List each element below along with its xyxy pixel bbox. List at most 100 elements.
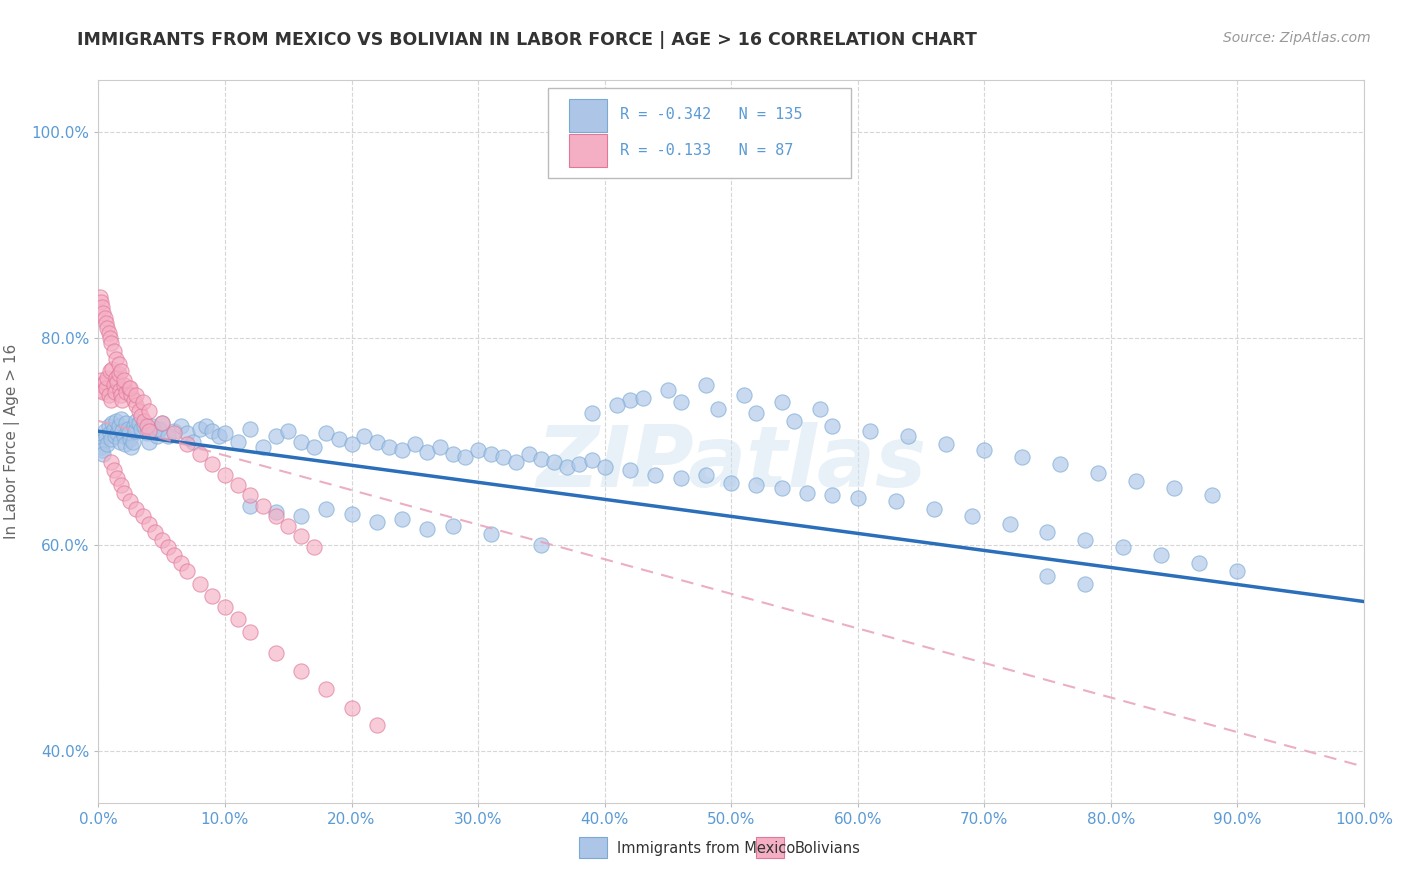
Point: [122, 393, 145, 408]
Point: [973, 442, 995, 457]
Point: [132, 395, 155, 409]
Point: [1036, 568, 1059, 582]
Point: [91, 301, 114, 315]
Point: [105, 351, 128, 366]
Point: [163, 424, 186, 438]
Point: [555, 460, 578, 475]
Point: [94, 429, 117, 443]
Point: [201, 457, 224, 471]
Point: [1125, 474, 1147, 488]
Point: [157, 540, 180, 554]
Point: [107, 426, 129, 441]
Point: [138, 517, 160, 532]
Point: [378, 440, 401, 454]
Point: [416, 522, 439, 536]
Point: [188, 422, 211, 436]
Point: [98, 364, 121, 378]
Text: IMMIGRANTS FROM MEXICO VS BOLIVIAN IN LABOR FORCE | AGE > 16 CORRELATION CHART: IMMIGRANTS FROM MEXICO VS BOLIVIAN IN LA…: [77, 31, 977, 49]
Point: [1011, 450, 1033, 464]
Point: [1226, 564, 1249, 578]
Point: [264, 505, 287, 519]
Point: [644, 467, 666, 482]
Point: [91, 442, 114, 457]
Point: [104, 384, 127, 399]
Point: [391, 442, 413, 457]
Point: [163, 548, 186, 562]
Point: [124, 424, 146, 438]
Point: [530, 538, 553, 552]
Point: [118, 426, 141, 441]
Point: [122, 419, 145, 434]
Point: [226, 434, 249, 449]
Point: [150, 416, 173, 430]
Point: [194, 419, 218, 434]
Point: [112, 486, 135, 500]
Point: [239, 422, 262, 436]
Point: [110, 412, 132, 426]
Point: [120, 388, 142, 402]
Point: [93, 384, 115, 399]
Point: [90, 295, 112, 310]
Point: [131, 422, 153, 436]
Point: [707, 401, 730, 416]
Point: [111, 424, 134, 438]
Point: [1163, 481, 1185, 495]
Point: [669, 395, 692, 409]
Point: [125, 398, 148, 412]
Text: R = -0.342   N = 135: R = -0.342 N = 135: [620, 107, 803, 122]
Point: [98, 331, 121, 345]
Point: [252, 440, 274, 454]
Point: [479, 527, 502, 541]
Point: [125, 388, 148, 402]
Point: [90, 373, 112, 387]
Point: [606, 398, 628, 412]
Point: [1074, 533, 1097, 547]
Point: [141, 419, 163, 434]
Point: [695, 467, 717, 482]
Point: [315, 426, 337, 441]
Point: [120, 381, 141, 395]
Point: [108, 383, 131, 397]
Point: [214, 426, 236, 441]
Point: [132, 414, 155, 428]
Point: [107, 471, 129, 485]
Point: [315, 682, 337, 697]
Point: [110, 478, 132, 492]
Point: [138, 434, 160, 449]
Point: [859, 424, 882, 438]
Point: [214, 599, 236, 614]
Point: [733, 388, 755, 402]
Point: [188, 577, 211, 591]
Point: [150, 533, 173, 547]
Point: [745, 478, 768, 492]
Point: [467, 442, 489, 457]
Point: [183, 434, 205, 449]
Point: [1188, 557, 1211, 571]
Point: [416, 445, 439, 459]
Point: [143, 424, 166, 438]
Point: [169, 557, 191, 571]
Point: [808, 401, 831, 416]
Point: [148, 422, 170, 436]
Point: [441, 519, 464, 533]
Point: [214, 467, 236, 482]
Point: [103, 422, 125, 436]
Point: [264, 508, 287, 523]
Point: [169, 419, 191, 434]
Point: [131, 409, 153, 423]
Point: [1036, 525, 1059, 540]
Point: [120, 433, 141, 447]
Point: [97, 419, 120, 434]
Point: [505, 455, 527, 469]
Point: [619, 393, 641, 408]
Point: [125, 501, 148, 516]
Point: [125, 414, 148, 428]
Point: [619, 463, 641, 477]
Point: [998, 517, 1021, 532]
Point: [517, 447, 540, 461]
Point: [100, 393, 122, 408]
Point: [145, 429, 167, 443]
Point: [252, 499, 274, 513]
FancyBboxPatch shape: [579, 837, 607, 858]
Point: [302, 540, 325, 554]
